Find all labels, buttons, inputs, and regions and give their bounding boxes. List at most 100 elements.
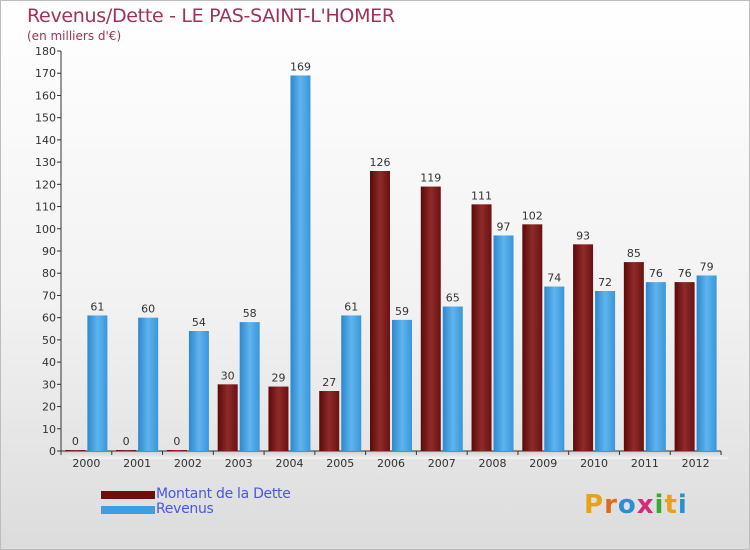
bar-dette [166, 450, 187, 451]
y-tick-label: 150 [35, 112, 56, 125]
bar-revenus [87, 315, 108, 451]
data-label-revenus: 58 [243, 307, 257, 320]
proxiti-logo: Proxiti [584, 490, 688, 520]
chart-subtitle: (en milliers d'€) [27, 29, 122, 43]
x-tick-label: 2010 [580, 457, 608, 470]
data-label-dette: 76 [678, 267, 692, 280]
bar-revenus [239, 322, 260, 451]
y-tick-label: 180 [35, 45, 56, 58]
data-label-revenus: 97 [497, 220, 511, 233]
x-tick-label: 2008 [479, 457, 507, 470]
bar-dette [623, 262, 644, 451]
y-tick-label: 120 [35, 178, 56, 191]
data-label-revenus: 61 [344, 300, 358, 313]
data-label-dette: 0 [173, 435, 180, 448]
data-label-dette: 93 [576, 229, 590, 242]
logo-letter: t [664, 490, 678, 520]
bar-dette [268, 386, 289, 451]
legend-swatch-revenus [101, 506, 155, 514]
bar-revenus [392, 319, 412, 451]
x-tick-label: 2007 [428, 457, 456, 470]
y-tick-label: 80 [42, 267, 56, 280]
x-tick-label: 2003 [225, 457, 253, 470]
data-label-revenus: 169 [290, 60, 311, 73]
y-tick-label: 10 [42, 423, 56, 436]
logo-letter: x [636, 490, 655, 520]
bar-revenus [645, 282, 666, 451]
bar-dette [573, 244, 594, 451]
x-tick-label: 2004 [275, 457, 303, 470]
data-label-dette: 119 [420, 172, 441, 185]
y-tick-label: 50 [42, 334, 56, 347]
data-label-dette: 85 [627, 247, 641, 260]
y-tick-label: 60 [42, 312, 56, 325]
chart-title: Revenus/Dette - LE PAS-SAINT-L'HOMER [27, 5, 395, 27]
y-tick-label: 90 [42, 245, 56, 258]
bar-dette [217, 384, 238, 451]
data-label-revenus: 79 [700, 260, 714, 273]
x-tick-label: 2006 [377, 457, 405, 470]
x-tick-label: 2005 [326, 457, 354, 470]
data-label-revenus: 59 [395, 305, 409, 318]
y-tick-label: 170 [35, 67, 56, 80]
y-tick-label: 70 [42, 289, 56, 302]
data-label-dette: 111 [471, 189, 492, 202]
logo-letter: o [617, 490, 637, 520]
data-label-revenus: 60 [141, 303, 155, 316]
legend-swatch-dette [101, 491, 155, 499]
data-label-revenus: 65 [446, 292, 460, 305]
bar-revenus [595, 291, 616, 451]
bar-dette [420, 186, 441, 452]
bar-dette [65, 450, 86, 451]
data-label-revenus: 54 [192, 316, 206, 329]
data-label-dette: 126 [370, 156, 391, 169]
bar-revenus [493, 235, 514, 451]
data-label-revenus: 61 [90, 300, 104, 313]
data-label-dette: 0 [72, 435, 79, 448]
y-tick-label: 0 [49, 445, 56, 458]
data-label-revenus: 74 [547, 272, 561, 285]
data-label-dette: 27 [322, 376, 336, 389]
data-label-dette: 0 [123, 435, 130, 448]
bar-revenus [341, 315, 362, 451]
bar-dette [319, 391, 340, 451]
chart-floor [61, 451, 729, 459]
bar-revenus [290, 75, 311, 451]
x-tick-label: 2009 [529, 457, 557, 470]
bar-revenus [188, 331, 209, 451]
bar-dette [116, 450, 137, 451]
y-tick-label: 160 [35, 89, 56, 102]
y-tick-label: 30 [42, 378, 56, 391]
y-tick-label: 130 [35, 156, 56, 169]
bar-revenus [696, 275, 717, 451]
y-tick-label: 110 [35, 201, 56, 214]
x-tick-label: 2001 [123, 457, 151, 470]
logo-letter: i [677, 490, 688, 520]
logo-letter: i [654, 490, 665, 520]
y-tick-label: 20 [42, 401, 56, 414]
x-tick-label: 2000 [72, 457, 100, 470]
x-tick-label: 2012 [682, 457, 710, 470]
bar-revenus [544, 286, 565, 451]
bar-dette [471, 204, 492, 451]
bar-revenus [138, 317, 159, 451]
legend-label-dette: Montant de la Dette [156, 486, 291, 502]
bar-revenus [442, 306, 463, 451]
y-tick-label: 100 [35, 223, 56, 236]
data-label-revenus: 72 [598, 276, 612, 289]
logo-letter: P [584, 490, 605, 520]
logo-letter: r [604, 490, 618, 520]
data-label-dette: 30 [221, 369, 235, 382]
x-tick-label: 2002 [174, 457, 202, 470]
data-label-dette: 29 [271, 372, 285, 385]
x-tick-label: 2011 [631, 457, 659, 470]
y-tick-label: 40 [42, 356, 56, 369]
bar-dette [370, 171, 390, 451]
data-label-revenus: 76 [649, 267, 663, 280]
y-tick-label: 140 [35, 134, 56, 147]
legend-label-revenus: Revenus [156, 501, 214, 517]
data-label-dette: 102 [522, 209, 543, 222]
bar-dette [674, 282, 695, 451]
